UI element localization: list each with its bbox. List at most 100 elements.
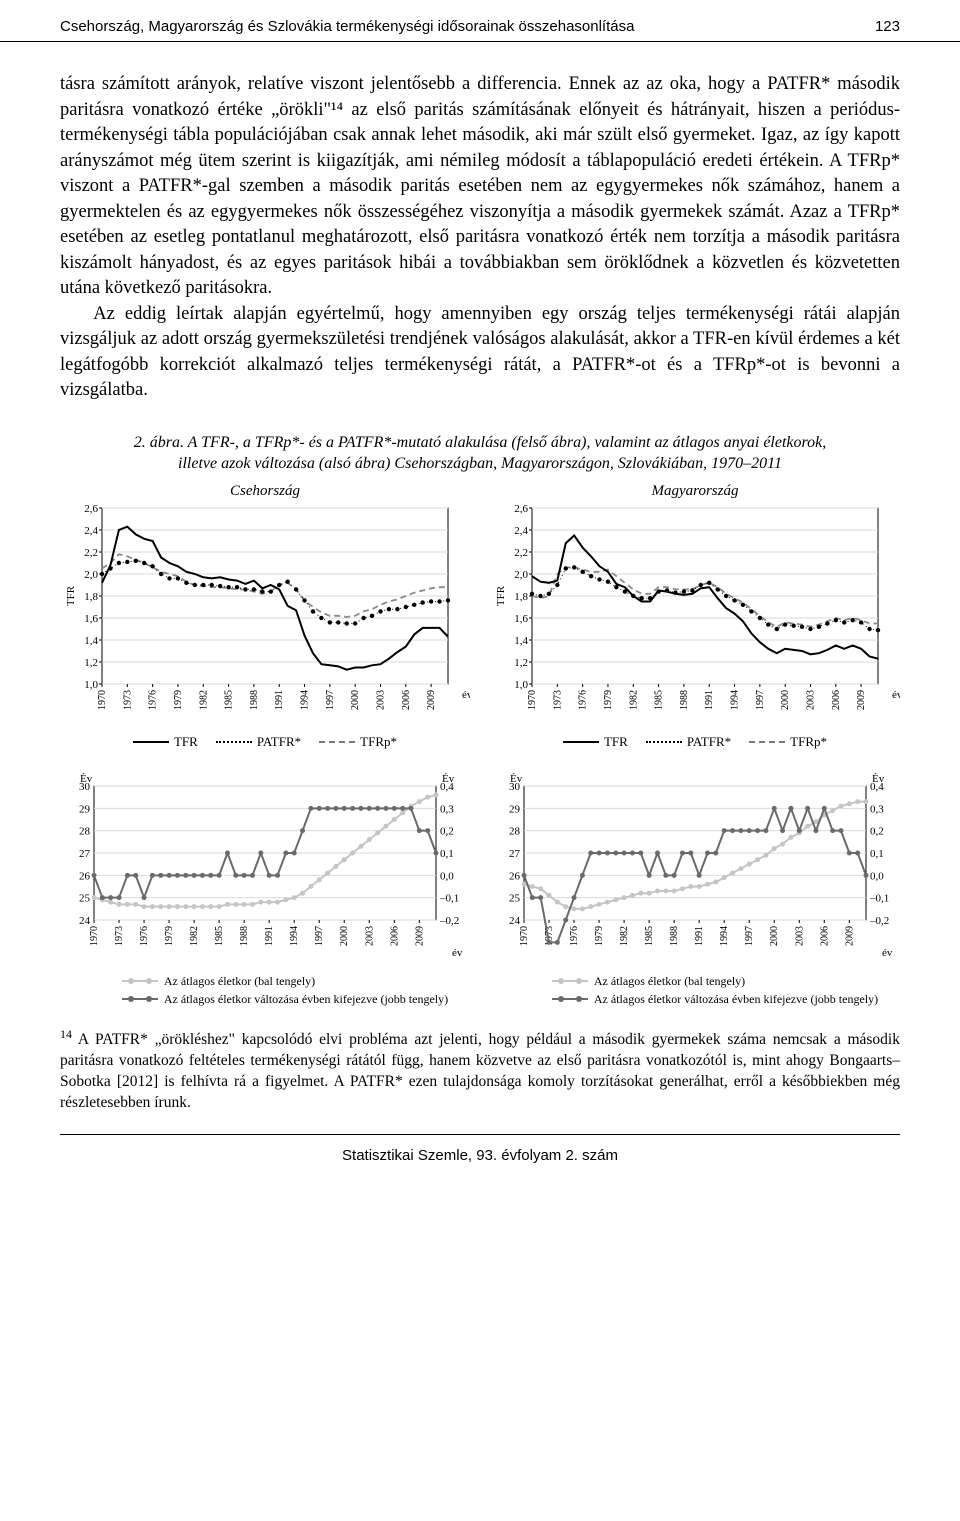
svg-text:1994: 1994 [730, 690, 741, 710]
svg-text:2000: 2000 [769, 926, 780, 946]
svg-text:1985: 1985 [654, 690, 665, 710]
bottom-legend-hu: Az átlagos életkor (bal tengely) Az átla… [512, 972, 878, 1008]
svg-text:27: 27 [79, 848, 91, 860]
svg-text:29: 29 [509, 803, 521, 815]
figure-caption-line1: 2. ábra. A TFR-, a TFRp*- és a PATFR*-mu… [60, 432, 900, 454]
svg-text:2000: 2000 [339, 926, 350, 946]
top-chart-hu-col: Magyarország 1,01,21,41,61,82,02,22,42,6… [490, 483, 900, 750]
svg-text:2009: 2009 [426, 690, 437, 710]
svg-text:28: 28 [79, 826, 91, 838]
svg-text:1976: 1976 [578, 690, 589, 710]
footnote-number: 14 [60, 1027, 72, 1041]
svg-text:1982: 1982 [628, 690, 639, 710]
svg-text:29: 29 [79, 803, 91, 815]
svg-text:0,1: 0,1 [440, 848, 454, 860]
svg-text:1997: 1997 [325, 690, 336, 710]
svg-text:1979: 1979 [164, 926, 175, 946]
svg-text:2006: 2006 [831, 690, 842, 710]
legend-tfrp: TFRp* [749, 734, 827, 750]
bottom-legend-cz: Az átlagos életkor (bal tengely) Az átla… [82, 972, 448, 1008]
svg-text:1970: 1970 [97, 690, 108, 710]
svg-text:2006: 2006 [401, 690, 412, 710]
svg-text:1982: 1982 [198, 690, 209, 710]
paragraph-1: tásra számított arányok, relatíve viszon… [60, 72, 900, 302]
body-text: tásra számított arányok, relatíve viszon… [0, 42, 960, 414]
svg-text:1991: 1991 [704, 690, 715, 710]
legend-tfr: TFR [563, 734, 628, 750]
svg-text:1988: 1988 [239, 926, 250, 946]
svg-text:–0,2: –0,2 [869, 915, 889, 927]
page-header: Csehország, Magyarország és Szlovákia te… [0, 0, 960, 42]
svg-text:1997: 1997 [314, 926, 325, 946]
legend-delta: Az átlagos életkor változása évben kifej… [552, 990, 878, 1008]
figure-caption-line2: illetve azok változása (alsó ábra) Cseho… [60, 453, 900, 475]
svg-text:1979: 1979 [594, 926, 605, 946]
svg-text:év: év [452, 947, 463, 959]
svg-text:Év: Év [510, 773, 523, 785]
svg-text:0,2: 0,2 [870, 826, 884, 838]
bottom-chart-hu-col: 24252627282930–0,2–0,10,00,10,20,30,4197… [490, 768, 900, 1008]
legend-tfrp: TFRp* [319, 734, 397, 750]
svg-text:1970: 1970 [519, 926, 530, 946]
svg-text:1,4: 1,4 [84, 635, 98, 647]
svg-text:1,2: 1,2 [84, 657, 98, 669]
svg-text:1991: 1991 [264, 926, 275, 946]
svg-text:24: 24 [509, 915, 521, 927]
svg-text:26: 26 [509, 870, 521, 882]
svg-text:1,0: 1,0 [84, 679, 98, 691]
svg-text:25: 25 [79, 893, 91, 905]
top-chart-cz-title: Csehország [230, 483, 300, 500]
svg-text:1997: 1997 [744, 926, 755, 946]
svg-text:2000: 2000 [350, 690, 361, 710]
svg-text:0,2: 0,2 [440, 826, 454, 838]
svg-text:1985: 1985 [224, 690, 235, 710]
svg-text:1988: 1988 [679, 690, 690, 710]
legend-patfr: PATFR* [646, 734, 731, 750]
bottom-chart-hu: 24252627282930–0,2–0,10,00,10,20,30,4197… [490, 768, 900, 968]
svg-text:28: 28 [509, 826, 521, 838]
bottom-chart-cz-col: 24252627282930–0,2–0,10,00,10,20,30,4197… [60, 768, 470, 1008]
top-chart-cz: 1,01,21,41,61,82,02,22,42,61970197319761… [60, 502, 470, 732]
svg-text:0,3: 0,3 [440, 803, 454, 815]
svg-text:1,6: 1,6 [514, 613, 528, 625]
svg-text:1988: 1988 [669, 926, 680, 946]
svg-text:2009: 2009 [414, 926, 425, 946]
svg-text:1985: 1985 [644, 926, 655, 946]
svg-text:1997: 1997 [755, 690, 766, 710]
svg-text:TFR: TFR [65, 585, 77, 606]
svg-text:2003: 2003 [375, 690, 386, 710]
legend-age: Az átlagos életkor (bal tengely) [552, 972, 878, 990]
svg-text:2,6: 2,6 [84, 503, 98, 515]
top-chart-hu-title: Magyarország [652, 483, 739, 500]
svg-text:1973: 1973 [122, 690, 133, 710]
svg-text:1,8: 1,8 [84, 591, 98, 603]
svg-text:1979: 1979 [173, 690, 184, 710]
svg-text:1988: 1988 [249, 690, 260, 710]
svg-text:2,0: 2,0 [84, 569, 98, 581]
svg-text:2000: 2000 [780, 690, 791, 710]
bottom-charts-row: 24252627282930–0,2–0,10,00,10,20,30,4197… [0, 764, 960, 1012]
svg-text:0,3: 0,3 [870, 803, 884, 815]
top-legend-hu: TFR PATFR* TFRp* [563, 734, 827, 750]
legend-tfr: TFR [133, 734, 198, 750]
svg-text:1982: 1982 [189, 926, 200, 946]
svg-text:2003: 2003 [805, 690, 816, 710]
svg-text:1994: 1994 [719, 926, 730, 946]
svg-text:1976: 1976 [139, 926, 150, 946]
svg-text:2009: 2009 [856, 690, 867, 710]
top-chart-hu: 1,01,21,41,61,82,02,22,42,61970197319761… [490, 502, 900, 732]
footer-text: Statisztikai Szemle, 93. évfolyam 2. szá… [342, 1147, 618, 1164]
svg-text:TFR: TFR [495, 585, 507, 606]
svg-text:2,4: 2,4 [514, 525, 528, 537]
svg-text:2009: 2009 [844, 926, 855, 946]
svg-text:év: év [462, 689, 470, 701]
svg-text:1973: 1973 [552, 690, 563, 710]
svg-text:–0,1: –0,1 [439, 893, 459, 905]
svg-text:1991: 1991 [274, 690, 285, 710]
svg-text:–0,1: –0,1 [869, 893, 889, 905]
svg-text:Év: Év [442, 773, 455, 785]
top-chart-cz-col: Csehország 1,01,21,41,61,82,02,22,42,619… [60, 483, 470, 750]
svg-text:1,4: 1,4 [514, 635, 528, 647]
bottom-chart-cz: 24252627282930–0,2–0,10,00,10,20,30,4197… [60, 768, 470, 968]
svg-text:25: 25 [509, 893, 521, 905]
